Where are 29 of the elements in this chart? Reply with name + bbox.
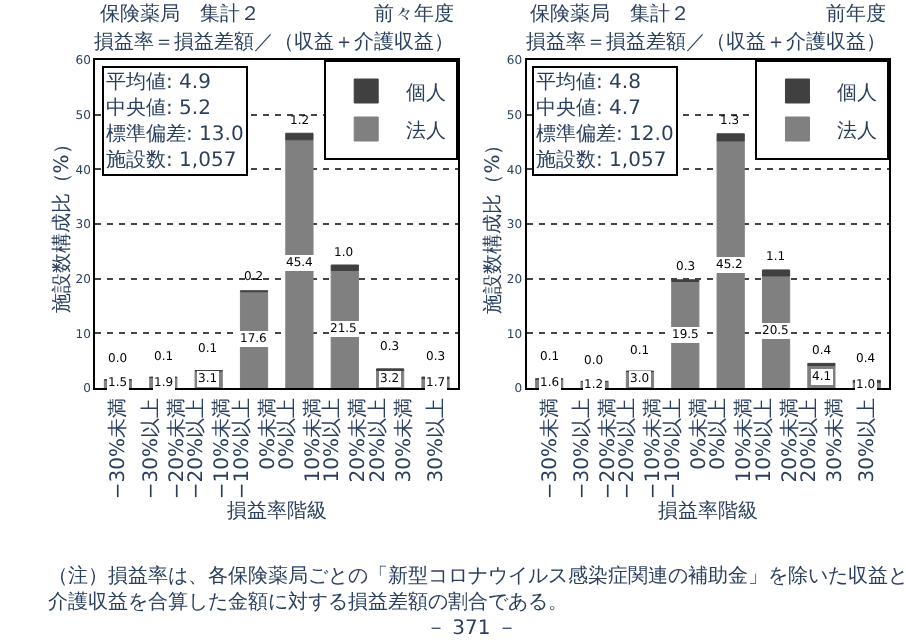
chart-subtitle: 前年度 [826, 2, 886, 26]
text: 損益率＝損益差額／（収益＋介護収益） [526, 30, 886, 54]
x-tick-label: −10%以上 0%未満 [229, 398, 280, 500]
x-tick-label: 30%以上 [424, 398, 448, 483]
y-axis-title: 施設数構成比（%） [480, 134, 505, 314]
y-axis-title: 施設数構成比（%） [49, 134, 74, 314]
x-axis-title: 損益率階級 [657, 499, 758, 524]
legend-label: 法人 [837, 118, 878, 143]
legend-label: 法人 [406, 118, 447, 143]
x-tick-label: 20%以上 30%未満 [796, 398, 847, 483]
x-tick-label: 20%以上 30%未満 [365, 398, 416, 483]
x-axis-title: 損益率階級 [226, 499, 327, 524]
legend-label: 個人 [837, 82, 878, 105]
x-tick-label: 30%以上 [855, 398, 880, 483]
x-tick-label: −30%以上 −20%未満 [138, 398, 189, 500]
chart-title: 保険薬局 集計２ [100, 2, 260, 26]
chart-title: 保険薬局 集計２ [530, 2, 690, 26]
x-tick-label: −30%未満 [106, 398, 131, 500]
text: 損益率＝損益差額／（収益＋介護収益） [94, 30, 454, 54]
text: － 371 － [426, 618, 517, 640]
x-tick-label: −30%未満 [537, 398, 562, 500]
legend-label: 個人 [406, 82, 447, 105]
x-tick-label: 0%以上 10%未満 [274, 398, 325, 483]
x-tick-label: 10%以上 20%未満 [751, 398, 802, 483]
x-tick-label: −10%以上 0%未満 [660, 398, 711, 500]
chart-subtitle: 前々年度 [374, 2, 454, 26]
annotation: 平均値: 4.8 中央値: 4.7 標準偏差: 12.0 施設数: 1,057 [536, 70, 674, 172]
text: （注）損益率は、各保険薬局ごとの「新型コロナウイルス感染症関連の補助金」を除いた収益と介護収益を合算した金額に対する損益差額の割合である。 [48, 564, 906, 614]
annotation: 平均値: 4.9 中央値: 5.2 標準偏差: 13.0 施設数: 1,057 [106, 70, 244, 172]
